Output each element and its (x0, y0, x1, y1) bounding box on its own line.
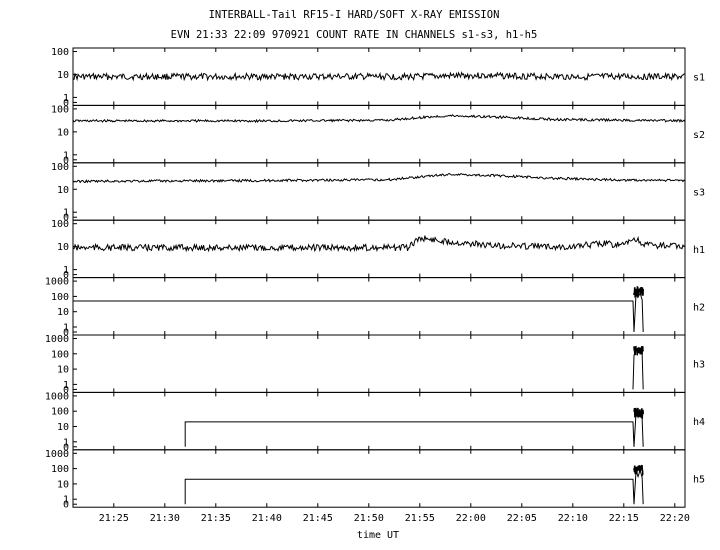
panel-frame (72, 162, 686, 221)
panel-h2: 1000 100 10 10 h2 (45, 277, 705, 339)
chart-title: INTERBALL-Tail RF15-I HARD/SOFT X-RAY EM… (209, 9, 500, 21)
y-tick-label: 100 (51, 104, 69, 115)
panel-frame (72, 391, 686, 451)
panel-frame (72, 449, 686, 508)
y-tick-label: 1 (63, 93, 69, 104)
y-tick-label: 1 (63, 495, 69, 506)
x-tick-label: 21:55 (405, 513, 435, 524)
panel-h1: 100 10 10 h1 (51, 219, 705, 281)
series-line-s1 (72, 71, 686, 82)
x-axis-label: time UT (357, 530, 399, 541)
y-tick-label: 100 (51, 47, 69, 58)
y-tick-label: 0 (63, 328, 69, 339)
panel-frame (72, 219, 686, 279)
y-tick-label: 0 (63, 500, 69, 511)
x-tick-label: 22:15 (609, 513, 639, 524)
series-line-h3 (632, 347, 644, 390)
series-burst-h5 (633, 464, 644, 478)
panel-label-s1: s1 (693, 73, 705, 84)
y-tick-label: 100 (51, 162, 69, 173)
y-tick-label: 1 (63, 265, 69, 276)
panel-label-s3: s3 (693, 188, 705, 199)
panel-h5: 1000 100 10 10 h5 (45, 449, 705, 511)
series-line-h2 (73, 291, 644, 333)
x-tick-label: 21:25 (99, 513, 129, 524)
panels-group: 1001010s11001010s21001010s31001010h11000… (45, 47, 705, 511)
y-tick-label: 10 (57, 422, 69, 433)
series-burst-h2 (633, 285, 644, 299)
series-line-s3 (72, 173, 686, 184)
y-tick-label: 0 (63, 155, 69, 166)
panel-label-h4: h4 (693, 417, 705, 428)
y-tick-label: 0 (63, 98, 69, 109)
y-tick-label: 1000 (45, 334, 69, 345)
y-tick-label: 0 (63, 270, 69, 281)
y-tick-label: 100 (51, 219, 69, 230)
series-line-h1 (72, 235, 686, 253)
y-tick-label: 10 (57, 185, 69, 196)
x-tick-label: 21:40 (252, 513, 282, 524)
panel-label-h2: h2 (693, 302, 705, 313)
x-axis: 21:25 21:30 21:35 21:40 21:45 21:50 21:55 22:00… (99, 513, 690, 524)
panel-s3: 100 10 10 s3 (51, 162, 705, 224)
y-tick-label: 10 (57, 479, 69, 490)
y-tick-label: 1 (63, 208, 69, 219)
y-tick-label: 0 (63, 213, 69, 224)
x-tick-label: 22:00 (456, 513, 486, 524)
y-tick-label: 0 (63, 385, 69, 396)
y-tick-label: 1 (63, 380, 69, 391)
x-tick-label: 22:05 (507, 513, 537, 524)
panel-label-s2: s2 (693, 130, 705, 141)
panel-h3: 1000 100 10 10 h3 (45, 334, 705, 396)
x-tick-label: 21:50 (354, 513, 384, 524)
panel-h4: 1000 100 10 10 h4 (45, 391, 705, 453)
y-tick-label: 1 (63, 150, 69, 161)
y-tick-label: 10 (57, 307, 69, 318)
x-tick-label: 21:30 (150, 513, 180, 524)
y-tick-label: 100 (51, 464, 69, 475)
y-tick-label: 10 (57, 365, 69, 376)
series-line-s2 (72, 114, 686, 124)
y-tick-label: 1000 (45, 391, 69, 402)
panel-frame (72, 334, 686, 393)
panel-frame (72, 277, 686, 336)
y-tick-label: 10 (57, 127, 69, 138)
panel-s2: 100 10 10 s2 (51, 104, 705, 166)
series-line-h5 (184, 468, 644, 505)
panel-label-h5: h5 (693, 475, 705, 486)
y-tick-label: 1 (63, 437, 69, 448)
chart-subtitle: EVN 21:33 22:09 970921 COUNT RATE IN CHA… (171, 29, 538, 41)
panel-frame (72, 104, 686, 164)
y-tick-label: 100 (51, 292, 69, 303)
y-tick-label: 1 (63, 323, 69, 334)
x-tick-label: 21:45 (303, 513, 333, 524)
y-tick-label: 10 (57, 70, 69, 81)
y-tick-label: 10 (57, 242, 69, 253)
y-tick-label: 0 (63, 442, 69, 453)
x-tick-label: 22:10 (558, 513, 588, 524)
y-tick-label: 1000 (45, 449, 69, 460)
series-line-h4 (184, 410, 644, 447)
y-tick-label: 100 (51, 407, 69, 418)
x-tick-label: 22:20 (660, 513, 690, 524)
y-tick-label: 100 (51, 349, 69, 360)
panel-label-h3: h3 (693, 360, 705, 371)
panel-s1: 100 10 10 s1 (51, 47, 705, 109)
panel-label-h1: h1 (693, 245, 705, 256)
y-tick-label: 1000 (45, 277, 69, 288)
x-tick-label: 21:35 (201, 513, 231, 524)
